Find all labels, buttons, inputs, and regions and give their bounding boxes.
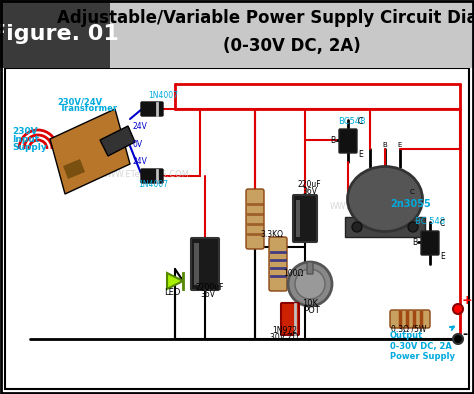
FancyBboxPatch shape: [269, 237, 287, 291]
FancyBboxPatch shape: [5, 68, 469, 389]
Text: Adjustable/Variable Power Supply Circuit Diagram: Adjustable/Variable Power Supply Circuit…: [57, 9, 474, 27]
FancyBboxPatch shape: [0, 0, 474, 68]
Text: 3.3KΩ: 3.3KΩ: [260, 230, 283, 239]
Polygon shape: [100, 126, 135, 156]
Circle shape: [453, 304, 463, 314]
FancyBboxPatch shape: [307, 262, 313, 274]
Text: -: -: [462, 328, 467, 341]
Text: 2n3055: 2n3055: [390, 199, 431, 209]
Text: +: +: [462, 294, 473, 307]
Text: B: B: [382, 142, 387, 148]
FancyBboxPatch shape: [194, 243, 199, 285]
Circle shape: [295, 269, 325, 299]
FancyBboxPatch shape: [281, 303, 299, 335]
FancyBboxPatch shape: [141, 169, 163, 183]
Polygon shape: [63, 159, 85, 179]
Text: LED: LED: [164, 288, 181, 297]
FancyBboxPatch shape: [191, 238, 219, 290]
Circle shape: [408, 222, 418, 232]
Circle shape: [288, 262, 332, 306]
Text: WWW.ETechnoG.COM: WWW.ETechnoG.COM: [100, 170, 190, 179]
FancyBboxPatch shape: [246, 189, 264, 249]
FancyBboxPatch shape: [390, 310, 430, 328]
Text: 10K: 10K: [302, 299, 318, 308]
Text: POT: POT: [303, 306, 320, 315]
Text: C: C: [440, 219, 445, 228]
Polygon shape: [50, 109, 130, 194]
Ellipse shape: [347, 167, 422, 232]
Text: Output
0-30V DC, 2A
Power Supply: Output 0-30V DC, 2A Power Supply: [390, 327, 455, 361]
Text: (0-30V DC, 2A): (0-30V DC, 2A): [223, 37, 361, 55]
Text: 0V: 0V: [133, 140, 143, 149]
FancyBboxPatch shape: [141, 102, 163, 116]
Text: 0.3Ω /5W: 0.3Ω /5W: [391, 324, 427, 333]
FancyBboxPatch shape: [345, 217, 425, 237]
Text: 30V ZD: 30V ZD: [270, 333, 299, 342]
Text: 24V: 24V: [133, 122, 148, 131]
FancyBboxPatch shape: [296, 200, 300, 237]
Circle shape: [453, 334, 463, 344]
Text: 36V: 36V: [302, 187, 317, 196]
Text: 1N4007: 1N4007: [148, 91, 178, 100]
Text: E: E: [440, 252, 445, 261]
Text: 230V/24V: 230V/24V: [57, 97, 102, 106]
Text: 100Ω: 100Ω: [283, 269, 303, 278]
FancyBboxPatch shape: [0, 0, 110, 68]
FancyBboxPatch shape: [293, 195, 317, 242]
Text: 2200uF: 2200uF: [196, 283, 225, 292]
Text: 1N4007: 1N4007: [138, 180, 168, 189]
Text: BC 548: BC 548: [415, 217, 445, 226]
Text: E: E: [358, 150, 363, 159]
Text: Figure. 01: Figure. 01: [0, 24, 119, 44]
Text: 1N972: 1N972: [272, 326, 297, 335]
Text: B: B: [412, 238, 417, 247]
Text: 220uF: 220uF: [298, 180, 322, 189]
Text: C: C: [410, 189, 415, 195]
Text: B: B: [330, 136, 335, 145]
Text: 24V: 24V: [133, 157, 148, 166]
Text: Input: Input: [12, 135, 39, 144]
Polygon shape: [167, 273, 183, 289]
Text: Transformer: Transformer: [60, 104, 118, 113]
Text: Supply: Supply: [12, 143, 47, 152]
Text: E: E: [397, 142, 401, 148]
Text: 230V: 230V: [12, 127, 37, 136]
Circle shape: [352, 222, 362, 232]
Text: BC548: BC548: [338, 117, 365, 126]
FancyBboxPatch shape: [421, 231, 439, 255]
Text: C: C: [358, 117, 363, 126]
Text: WWW.ETechnoG.COM: WWW.ETechnoG.COM: [330, 202, 420, 211]
FancyBboxPatch shape: [339, 129, 357, 153]
Text: 36V: 36V: [200, 290, 215, 299]
